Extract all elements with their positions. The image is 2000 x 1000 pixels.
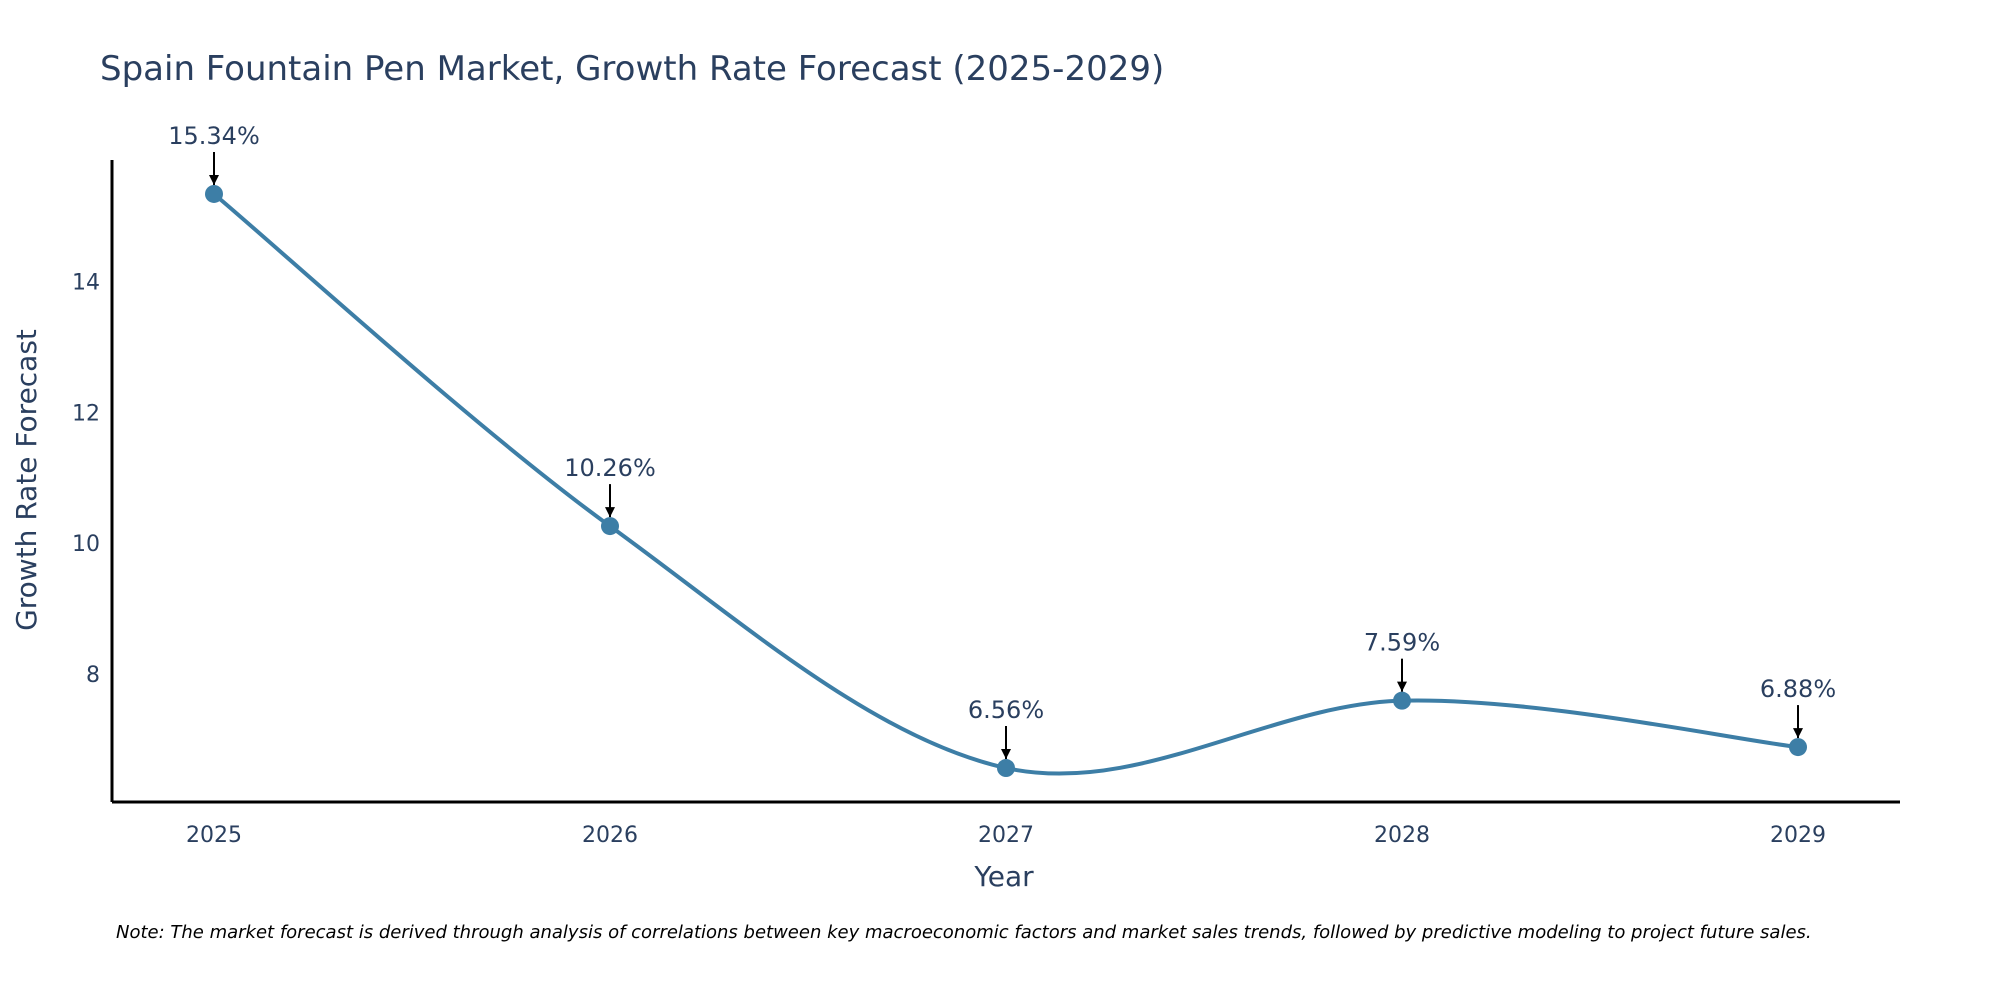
data-point xyxy=(1393,691,1411,710)
x-tick-label: 2025 xyxy=(186,823,242,848)
data-label: 10.26% xyxy=(564,454,656,482)
y-tick-label: 14 xyxy=(72,271,100,296)
y-tick-label: 10 xyxy=(72,532,100,557)
data-point xyxy=(601,517,619,536)
x-tick-label: 2029 xyxy=(1770,823,1826,848)
data-point xyxy=(1789,738,1807,757)
data-point xyxy=(205,184,223,203)
x-tick-label: 2026 xyxy=(582,823,638,848)
y-tick-label: 8 xyxy=(86,663,100,688)
data-label: 15.34% xyxy=(168,122,260,150)
x-axis-title: Year xyxy=(973,860,1034,893)
chart-title: Spain Fountain Pen Market, Growth Rate F… xyxy=(100,49,1164,89)
y-axis-title: Growth Rate Forecast xyxy=(10,329,43,631)
data-label: 7.59% xyxy=(1364,629,1440,657)
data-label: 6.88% xyxy=(1760,675,1836,703)
x-tick-label: 2027 xyxy=(978,823,1034,848)
footnote: Note: The market forecast is derived thr… xyxy=(116,922,1812,943)
data-point xyxy=(997,759,1015,778)
data-label: 6.56% xyxy=(968,696,1044,724)
series-line xyxy=(212,192,1799,776)
x-tick-label: 2028 xyxy=(1374,823,1430,848)
y-tick-label: 12 xyxy=(72,401,100,426)
